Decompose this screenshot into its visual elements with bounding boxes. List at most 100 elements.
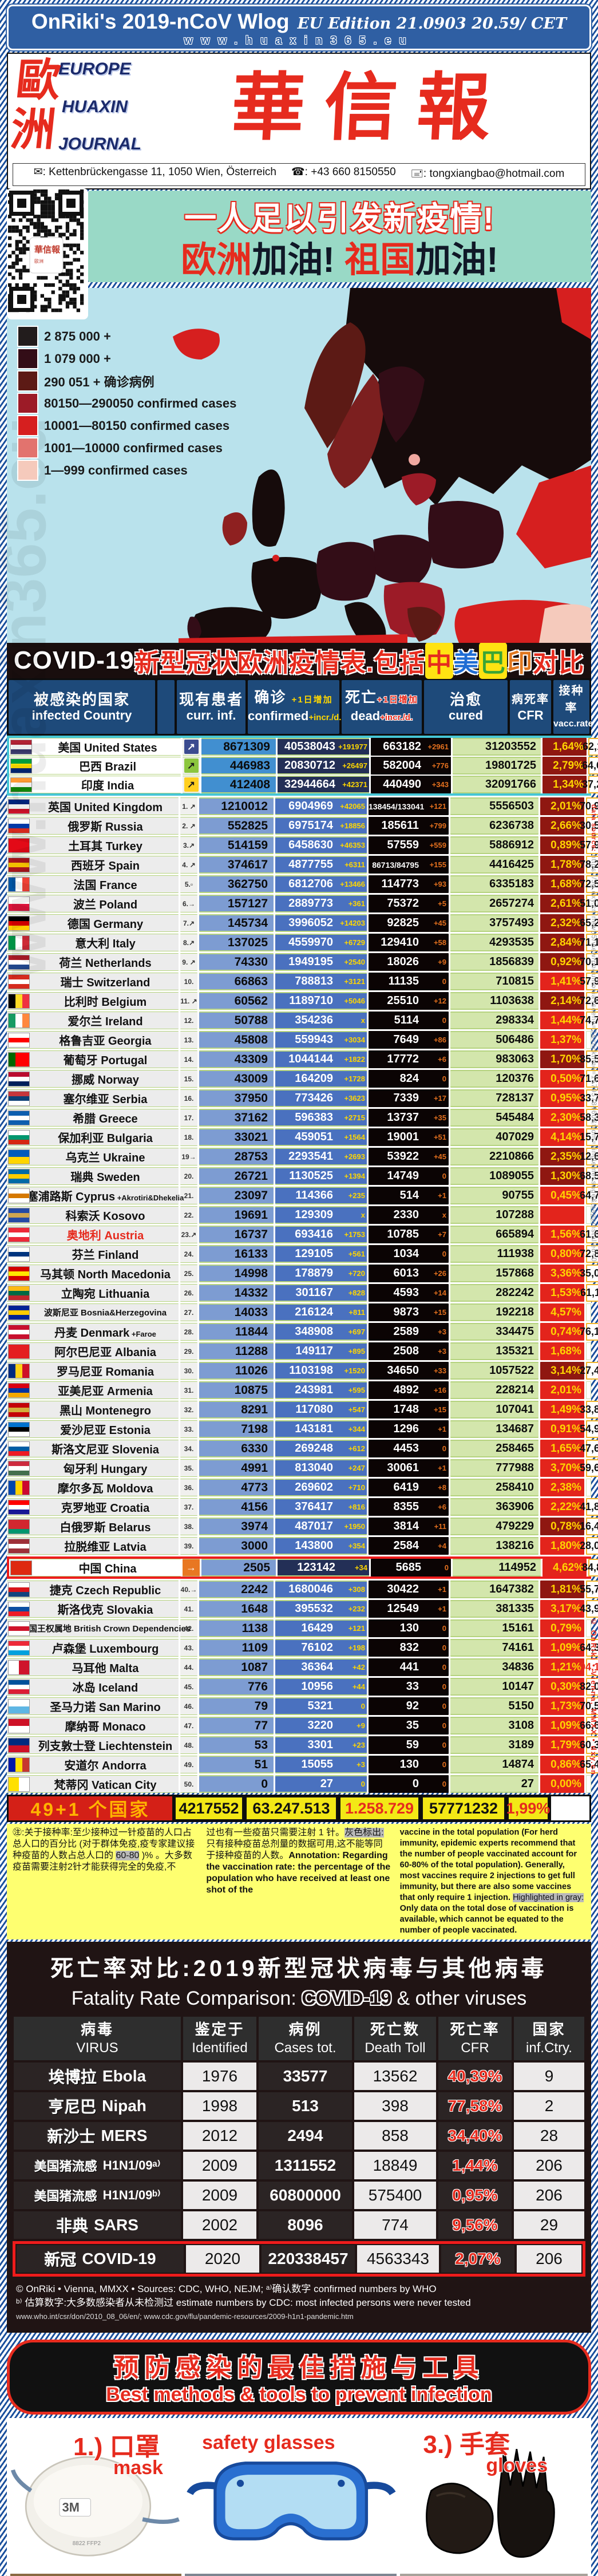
table-row[interactable]: 黑山 Montenegro 32. 8291 117080 +547 1748 +15 107… [7,1401,598,1419]
dead-cell: 25510 +12 [369,992,449,1010]
map-finland[interactable] [379,366,425,442]
table-row[interactable]: 科索沃 Kosovo 22. 19691 129309 x 2330 x 107288 [7,1206,591,1224]
table-row[interactable]: 挪威 Norway 15. 43009 164209 +1728 824 0 120376 0,… [7,1070,598,1088]
table-row[interactable]: 马其顿 North Macedonia 25. 14998 178879 +720 601… [7,1265,598,1282]
country-flag-icon [10,758,32,773]
table-row[interactable]: 英国王权属地 British Crown Dependencies 42. 1138… [7,1619,591,1637]
table-row[interactable]: 保加利亚 Bulgaria 18. 33021 459051 +1564 19001 +51… [7,1128,598,1146]
table-row[interactable]: 西班牙 Spain 4. ↗ 374617 4877755 +6311 86713/847… [7,856,598,874]
col-cfr[interactable]: 病死率 CFR [510,680,551,734]
table-row[interactable]: 摩尔多瓦 Moldova 36. 4773 269602 +710 6419 +8 25841… [7,1479,591,1496]
table-row[interactable]: 圣马力诺 San Marino 46. 79 5321 0 92 0 5150 1,73% 70,… [7,1697,598,1715]
table-row[interactable]: 意大利 Italy 8.↗ 137025 4559970 +6729 129410 +58 4… [7,934,598,951]
col-rank[interactable] [157,680,175,734]
col-country[interactable]: 被感染的国家 infected Country [9,680,155,734]
country-name: 拉脱维亚 Latvia [64,1541,146,1554]
fatality-row[interactable]: 非典 SARS 2002 8096 774 9,56% 29 [14,2211,584,2239]
table-row[interactable]: 中国 China → 2505 123142 +34 5685 0 114952 4,62% 84… [9,1559,598,1577]
table-row[interactable]: 立陶宛 Lithuania 26. 14332 301167 +828 4593 +14 28… [7,1284,598,1302]
table-row[interactable]: 斯洛伐克 Slovakia 41. 1648 395532 +232 12549 +1 381… [7,1600,598,1618]
col-confirmed[interactable]: 确诊 +1日增加 confirmed+incr./d. [248,680,341,734]
table-row[interactable]: 德国 Germany 7.↗ 145734 3996052 +14203 92825 +45… [7,914,598,932]
fatality-row[interactable]: 亨尼巴 Nipah 1998 513 398 77,58% 2 [14,2092,584,2120]
email-text[interactable]: 🖃: tongxiangbao@hotmail.com [410,168,565,180]
fatality-row[interactable]: 新冠 COVID-19 2020 220338457 4563343 2,07% 206 [17,2245,581,2273]
map-russia[interactable] [344,288,591,505]
table-row[interactable]: 匈牙利 Hungary 35. 4991 813040 +247 30061 +1 77798… [7,1459,598,1477]
map-norway[interactable] [304,322,366,448]
table-row[interactable]: 葡萄牙 Portugal 14. 43309 1044144 +1822 17772 +6 9… [7,1050,598,1068]
fatality-row[interactable]: 埃博拉 Ebola 1976 33577 13562 40,39% 9 [14,2063,584,2090]
table-row[interactable]: 捷克 Czech Republic 40.→ 2242 1680046 +308 3042… [7,1581,598,1598]
table-row[interactable]: 丹麦 Denmark +Faroe 28. 11844 348908 +697 2589 +… [7,1323,598,1341]
phone-text[interactable]: ☎: +43 660 8150550 [291,166,396,178]
table-row[interactable]: 土耳其 Turkey 3.↗ 514159 6458630 +46353 57559 +55… [7,836,598,854]
table-row[interactable]: 阿尔巴尼亚 Albania 29. 11288 149117 +895 2508 +3 135… [7,1342,591,1360]
map-iceland[interactable] [173,329,220,359]
table-row[interactable]: 波兰 Poland 6.→ 157127 2889773 +361 75372 +5 2657… [7,895,598,912]
table-row[interactable]: 罗马尼亚 Romania 30. 11026 1103198 +1520 34650 +33… [7,1362,598,1380]
map-region-pale[interactable] [539,604,591,643]
table-row[interactable]: 俄罗斯 Russia 2. ↗ 552825 6975174 +18856 185611 +… [7,817,598,835]
map-region[interactable] [556,288,591,339]
table-row[interactable]: 拉脱维亚 Latvia 39. 3000 143800 +354 2584 +4 138216… [7,1537,598,1555]
map-ukraine[interactable] [428,501,504,568]
table-row[interactable]: 荷兰 Netherlands 9. ↗ 74330 1949195 +2540 18026… [7,953,598,971]
table-row[interactable]: 法国 France 5.▫ 362750 6812706 +13466 114773 +93… [7,875,598,893]
map-ireland[interactable] [222,512,247,546]
map-germany[interactable] [316,542,377,601]
col-vacc-rate[interactable]: 接种率 vacc.rate [553,680,593,734]
map-baltics[interactable] [402,473,436,505]
table-row[interactable]: 格鲁吉亚 Georgia 13. 45808 559943 +3034 7649 +86 50… [7,1031,591,1049]
table-row[interactable]: 奥地利 Austria 23.↗ 16737 693416 +1753 10785 +7 66… [7,1226,598,1243]
table-row[interactable]: 梵蒂冈 Vatican City 50. 0 27 0 0 0 27 0,00% [7,1775,591,1793]
fatality-row[interactable]: 新沙士 MERS 2012 2494 858 34,40% 28 [14,2122,584,2150]
map-spain[interactable] [191,607,272,643]
map-sweden[interactable] [327,374,383,488]
table-row[interactable]: 波斯尼亚 Bosnia&Herzegovina 27. 14033 216124 +81… [7,1303,591,1321]
fatality-row[interactable]: 美国猪流感 H1N1/09ᵃ⁾ 2009 1311552 18849 1,44% 206 [14,2152,584,2179]
table-row[interactable]: 比利时 Belgium 11. ↗ 60562 1189710 +5046 25510 +1… [7,992,598,1010]
table-row[interactable]: 英国 United Kingdom 1. ↗ 1210012 6904969 +4206… [7,797,598,815]
table-row[interactable]: 安道尔 Andorra 49. 51 15055 +3 130 0 14874 0,86% 65,… [7,1756,598,1773]
table-row[interactable]: 马耳他 Malta 44. 1087 36364 +42 441 0 34836 1,21% 94… [7,1658,598,1676]
table-row[interactable]: 爱尔兰 Ireland 12. 50788 354236 x 5114 0 298334 1,4… [7,1012,598,1029]
col-dead[interactable]: 死亡+1日增加 dead+incr./d. [342,680,422,734]
current-infected-cell: 16133 [199,1245,274,1263]
table-row[interactable]: 美国 United States ↗ 8671309 40538043 +191977 6… [9,738,598,756]
table-row[interactable]: 斯洛文尼亚 Slovenia 34. 6330 269248 +612 4453 0 2584… [7,1440,598,1457]
map-africa[interactable] [179,634,407,643]
table-row[interactable]: 克罗地亚 Croatia 37. 4156 376417 +816 8355 +6 36390… [7,1498,598,1516]
map-portugal[interactable] [187,617,201,642]
vacc-rate-cell: 72,58% [580,875,598,893]
map-greece[interactable] [407,607,442,642]
map-italy[interactable] [344,602,386,643]
table-row[interactable]: 瑞士 Switzerland 10. 66863 788813 +3121 11135 0 7… [7,973,598,990]
table-row[interactable]: 亚美尼亚 Armenia 31. 10875 243981 +595 4892 +16 228… [7,1381,591,1399]
qr-code[interactable]: 華信報 歐洲 [7,188,88,319]
table-row[interactable]: 冰岛 Iceland 45. 776 10956 +44 33 0 10147 0,30% 82,… [7,1678,598,1696]
sources-line3[interactable]: www.who.int/csr/don/2010_08_06/en/; www.… [16,2312,354,2321]
col-curr-inf[interactable]: 现有患者 curr. inf. [177,680,245,734]
table-row[interactable]: 印度 India ↗ 412408 32944664 +42371 440490 +343 3… [9,776,598,793]
table-row[interactable]: 芬兰 Finland 24. 16133 129105 +561 1034 0 111938 0… [7,1245,598,1263]
table-row[interactable]: 爱沙尼亚 Estonia 33. 7198 143181 +344 1296 +1 13468… [7,1420,598,1438]
map-uk[interactable] [252,469,285,547]
table-row[interactable]: 乌克兰 Ukraine 19→ 28753 2293541 +2693 53922 +45 2… [7,1148,598,1165]
table-row[interactable]: 塞尔维亚 Serbia 16. 37950 773426 +3623 7339 +17 728… [7,1089,598,1107]
map-france[interactable] [251,557,322,619]
cured-cell: 381335 [450,1600,538,1618]
table-row[interactable]: 塞浦路斯 Cyprus +Akrotiri&Dhekelia 21. 23097 11… [7,1187,598,1204]
map-poland[interactable] [373,535,432,583]
table-row[interactable]: 巴西 Brazil ↗ 446983 20830712 +26497 582004 +776… [9,757,598,775]
table-row[interactable]: 瑞典 Sweden 20. 26721 1130525 +1394 14749 0 10890… [7,1167,598,1185]
map-region[interactable] [516,465,591,568]
col-cured[interactable]: 治愈 cured [424,680,508,734]
fatality-row[interactable]: 美国猪流感 H1N1/09ᵇ⁾ 2009 60800000 575400 0,95% 206 [14,2182,584,2209]
table-row[interactable]: 列支敦士登 Liechtenstein 48. 53 3301 +23 59 0 3189 1,… [7,1736,598,1754]
site-url[interactable]: www.huaxin365.eu [184,34,414,47]
table-row[interactable]: 希腊 Greece 17. 37162 596383 +2715 13737 +35 5454… [7,1109,598,1127]
table-row[interactable]: 白俄罗斯 Belarus 38. 3974 487017 +1950 3814 +11 479… [7,1518,598,1535]
table-row[interactable]: 卢森堡 Luxembourg 43. 1109 76102 +198 832 0 74161 1… [7,1639,598,1657]
